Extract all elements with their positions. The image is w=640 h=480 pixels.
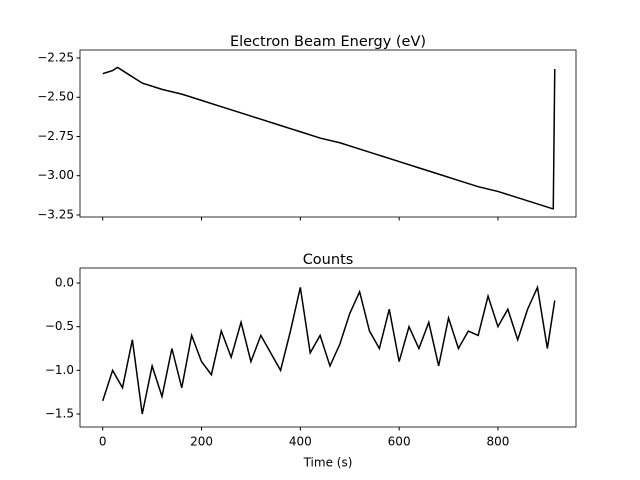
y-tick-label: −1.0 [45, 363, 74, 377]
y-tick-label: 0.0 [55, 276, 74, 290]
y-tick-label: −2.25 [37, 51, 74, 65]
y-tick-label: −2.50 [37, 90, 74, 104]
y-tick-label: −1.5 [45, 406, 74, 420]
y-tick-label: −0.5 [45, 319, 74, 333]
y-tick-label: −3.00 [37, 168, 74, 182]
y-tick-label: −3.25 [37, 207, 74, 221]
data-line [102, 284, 556, 415]
axes-title: Counts [303, 252, 354, 268]
data-line [102, 66, 556, 210]
axes-title: Electron Beam Energy (eV) [230, 34, 426, 50]
x-tick-label: 200 [190, 435, 213, 449]
axes-frame [79, 49, 577, 218]
axes-frame [79, 267, 577, 428]
x-tick-label: 0 [99, 435, 107, 449]
x-tick-label: 600 [388, 435, 411, 449]
x-tick-label: 800 [486, 435, 509, 449]
x-axis-label: Time (s) [303, 456, 353, 470]
x-tick-label: 400 [289, 435, 312, 449]
y-tick-label: −2.75 [37, 129, 74, 143]
